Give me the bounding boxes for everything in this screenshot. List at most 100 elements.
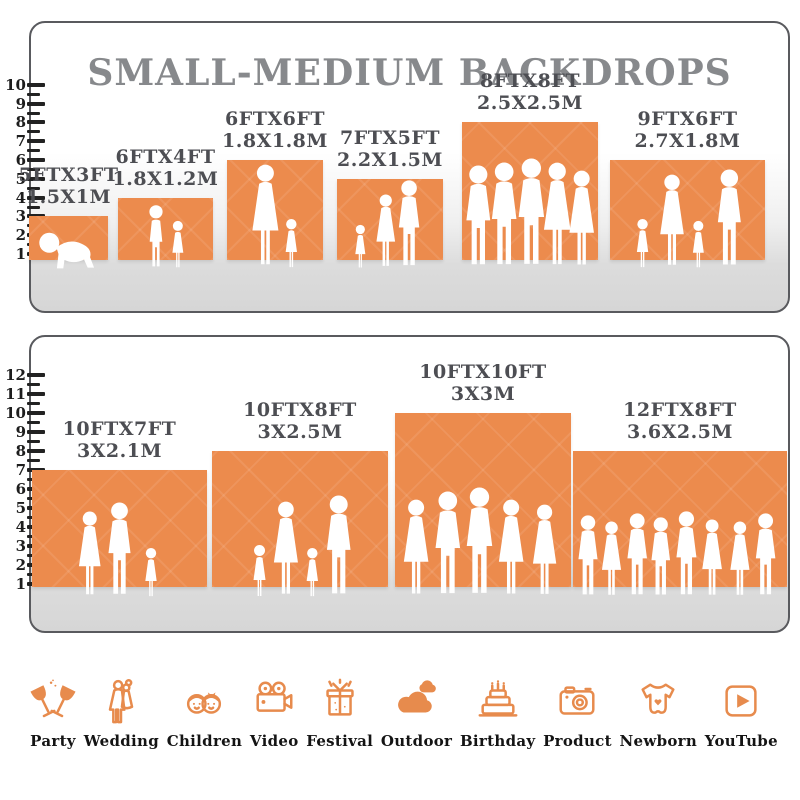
ruler-number: 9 <box>15 94 26 113</box>
person-silhouette-woman <box>730 521 750 595</box>
ruler-number: 2 <box>15 226 26 245</box>
people-silhouette <box>78 502 157 597</box>
ruler-tick-minor <box>27 111 40 115</box>
ruler-tick-minor <box>27 149 40 153</box>
ruler-tick-major <box>27 120 45 125</box>
person-silhouette-man <box>578 515 598 595</box>
category-product: Product <box>543 678 612 750</box>
person-silhouette-woman <box>532 504 557 594</box>
birthday-cake-icon <box>478 680 518 717</box>
ruler-number: 5 <box>15 499 26 517</box>
ruler-number: 10 <box>5 404 26 422</box>
person-silhouette-woman <box>702 519 722 595</box>
category-birthday: Birthday <box>460 678 535 750</box>
person-silhouette-woman <box>498 499 524 594</box>
person-silhouette-man <box>466 487 493 593</box>
ruler-number: 3 <box>15 537 26 555</box>
person-silhouette-woman <box>273 501 298 594</box>
ruler-tick-major <box>27 176 45 181</box>
youtube-icon <box>725 685 757 717</box>
size-label-meters: 3X2.1M <box>76 440 163 462</box>
newborn-onesie-icon <box>641 683 675 714</box>
person-silhouette-man <box>717 169 741 265</box>
ruler-number: 8 <box>15 113 26 132</box>
person-silhouette-baby <box>39 232 95 269</box>
size-label-meters: 3X3M <box>450 383 516 405</box>
category-label: Video <box>249 732 299 750</box>
category-label: Outdoor <box>380 732 453 750</box>
ruler-tick-major <box>27 158 45 162</box>
ruler-tick-minor <box>27 205 40 209</box>
person-silhouette-woman <box>601 521 622 595</box>
ruler-tick-major <box>27 101 45 106</box>
person-silhouette-girl <box>355 224 366 268</box>
person-silhouette-girl <box>306 547 318 597</box>
person-silhouette-girl <box>253 545 266 596</box>
person-silhouette-man <box>398 180 420 266</box>
ruler-number: 12 <box>5 366 26 384</box>
children-icon <box>187 692 222 714</box>
person-silhouette-man <box>491 162 517 265</box>
backdrop-size-label: 10FTX7FT 3X2.1M <box>63 418 177 462</box>
person-silhouette-woman <box>543 162 571 265</box>
person-silhouette-man <box>651 517 671 595</box>
ruler-number: 11 <box>5 385 26 403</box>
ruler-tick-major <box>27 82 45 87</box>
ruler-number: 6 <box>15 151 26 169</box>
ruler-tick-major <box>27 139 45 144</box>
page-title: SMALL-MEDIUM BACKDROPS <box>87 52 732 95</box>
ruler-number: 7 <box>15 132 26 151</box>
size-label-feet: 10FTX8FT <box>243 399 357 421</box>
ruler-number: 8 <box>15 442 26 460</box>
size-label-meters: 2.7X1.8M <box>634 130 741 152</box>
person-silhouette-girl <box>692 220 704 268</box>
backdrop-size-label: 5FTX3FT 1.5X1M <box>19 164 119 208</box>
ruler-tick-minor <box>27 459 40 462</box>
size-label-feet: 8FTX8FT <box>480 70 580 93</box>
size-label-feet: 6FTX4FT <box>115 145 216 168</box>
ruler-tick-major <box>27 373 45 377</box>
backdrop-bar <box>32 470 207 587</box>
video-camera-icon <box>256 681 293 712</box>
people-silhouette <box>466 158 594 265</box>
size-label-feet: 7FTX5FT <box>340 126 440 149</box>
person-silhouette-girl <box>145 547 157 597</box>
people-silhouette <box>578 511 776 595</box>
ruler-tick-minor <box>27 92 40 96</box>
size-label-feet: 12FTX8FT <box>623 399 737 421</box>
people-silhouette <box>636 169 741 268</box>
person-silhouette-girl <box>636 218 649 268</box>
ruler-number: 4 <box>15 518 26 536</box>
ruler-number: 5 <box>15 169 26 188</box>
person-silhouette-girl <box>172 220 184 268</box>
person-silhouette-man <box>755 513 776 595</box>
ruler-tick-major <box>27 449 45 453</box>
size-label-meters: 3.6X2.5M <box>627 421 733 443</box>
product-camera-icon <box>559 686 595 715</box>
category-label: Wedding <box>83 732 160 750</box>
person-silhouette-man <box>326 495 351 594</box>
ruler-number: 7 <box>15 461 26 479</box>
category-youtube: YouTube <box>705 678 778 750</box>
size-label-feet: 5FTX3FT <box>18 164 119 187</box>
ruler-tick-minor <box>27 440 40 443</box>
person-silhouette-man <box>676 511 697 595</box>
person-silhouette-woman <box>252 164 279 265</box>
ruler-number: 1 <box>15 575 26 593</box>
size-label-feet: 6FTX6FT <box>225 108 325 130</box>
person-silhouette-man <box>466 165 491 265</box>
ruler-number: 4 <box>15 188 26 207</box>
size-label-meters: 2.2X1.5M <box>337 148 443 171</box>
wedding-icon <box>109 679 134 724</box>
person-silhouette-woman <box>569 170 594 265</box>
size-label-meters: 3X2.5M <box>257 421 343 443</box>
category-outdoor: Outdoor <box>381 678 452 750</box>
category-label: Festival <box>306 732 374 750</box>
category-label: Birthday <box>459 732 536 750</box>
people-silhouette <box>252 164 297 268</box>
size-label-meters: 1.5X1M <box>25 186 112 209</box>
festival-gift-icon <box>325 678 354 716</box>
person-silhouette-man <box>627 513 647 595</box>
size-label-feet: 9FTX6FT <box>637 108 738 130</box>
people-silhouette <box>355 180 420 268</box>
